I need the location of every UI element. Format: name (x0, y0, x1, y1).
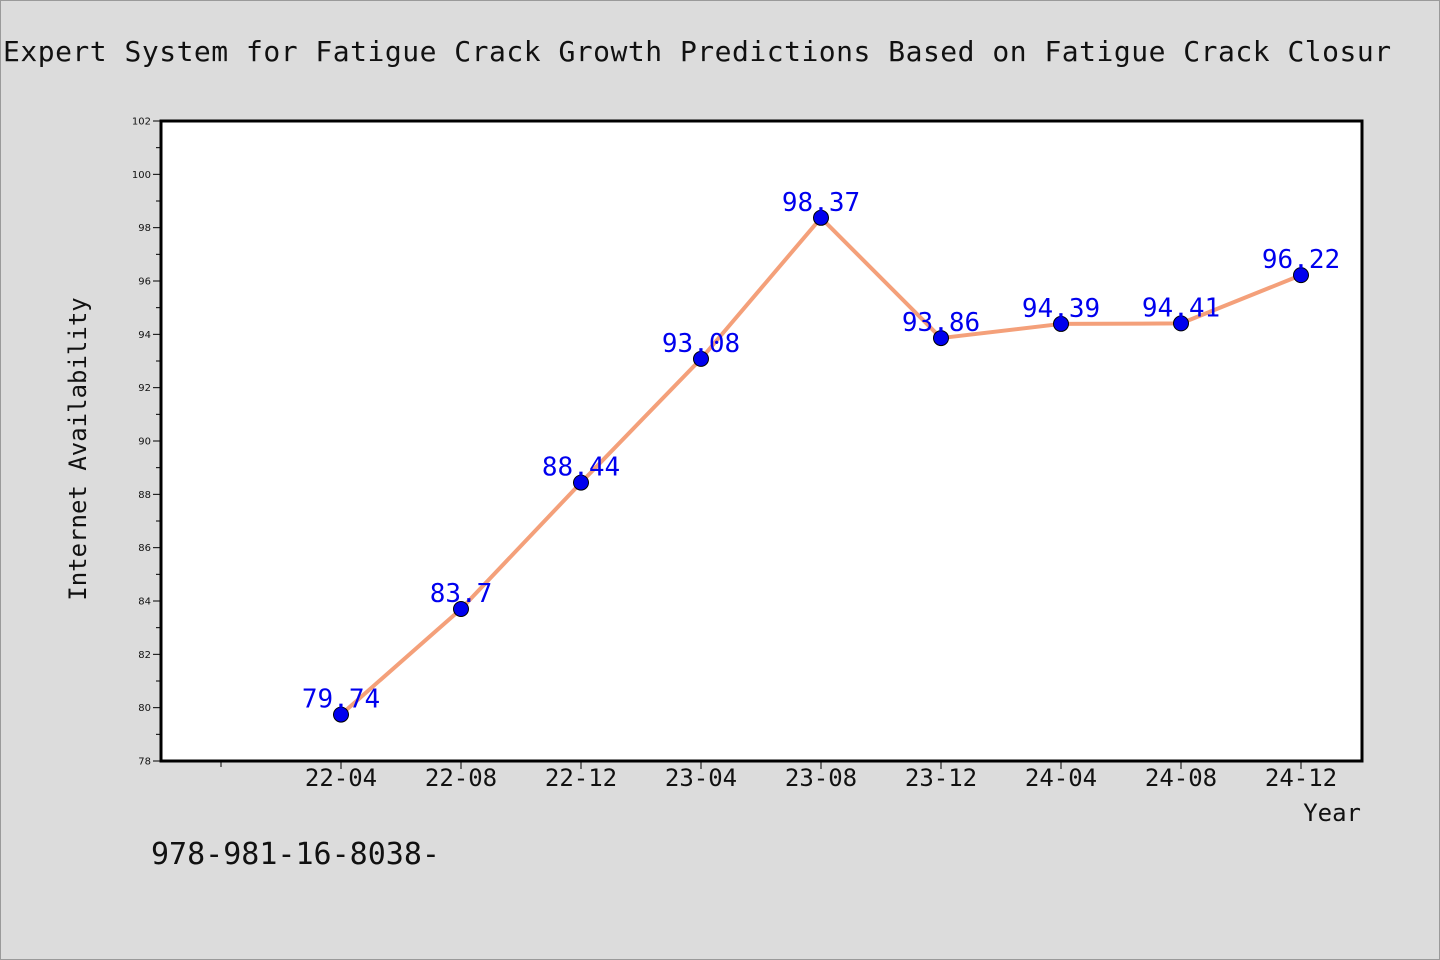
data-label: 94.41 (1142, 293, 1220, 323)
y-tick-label: 100 (132, 170, 151, 181)
data-label: 88.44 (542, 453, 620, 483)
data-point (693, 350, 709, 367)
y-tick-label: 98 (138, 223, 151, 234)
data-point (1293, 267, 1309, 284)
y-tick-label: 88 (138, 490, 151, 501)
data-label: 83.7 (430, 579, 493, 609)
chart-title: Expert System for Fatigue Crack Growth P… (3, 35, 1392, 68)
data-label: 96.22 (1262, 245, 1340, 275)
data-point (1053, 315, 1069, 332)
x-tick-label: 22-08 (425, 764, 497, 792)
plot-area (159, 119, 1364, 763)
data-point (453, 601, 469, 617)
data-point (333, 706, 349, 723)
data-label: 79.74 (302, 685, 380, 715)
data-label: 94.39 (1022, 294, 1100, 324)
y-tick-label: 84 (138, 597, 151, 608)
data-point (573, 474, 589, 491)
data-label: 98.37 (782, 188, 860, 218)
data-label: 93.08 (662, 329, 740, 359)
y-tick-label: 80 (138, 703, 151, 714)
x-axis-label: Year (1303, 799, 1361, 827)
x-tick-label: 23-04 (665, 764, 737, 792)
y-tick-label: 82 (138, 650, 151, 661)
x-tick-label: 22-12 (545, 764, 617, 792)
x-tick-label: 24-04 (1025, 764, 1097, 792)
y-tick-label: 86 (138, 543, 151, 554)
data-point (1173, 315, 1189, 332)
x-tick-label: 23-12 (905, 764, 977, 792)
y-tick-label: 102 (132, 117, 151, 128)
y-tick-label: 90 (138, 437, 151, 448)
x-tick-label: 23-08 (785, 764, 857, 792)
x-tick-label: 24-12 (1265, 764, 1337, 792)
x-tick-label: 24-08 (1145, 764, 1217, 792)
y-tick-label: 78 (138, 757, 151, 768)
y-tick-label: 96 (138, 277, 151, 288)
data-point (933, 330, 949, 347)
data-label: 93.86 (902, 308, 980, 338)
y-tick-label: 92 (138, 383, 151, 394)
footnote-isbn: 978-981-16-8038- (151, 837, 440, 872)
data-point (813, 209, 829, 226)
y-tick-label: 94 (138, 330, 151, 341)
x-tick-label: 22-04 (305, 764, 377, 792)
y-axis-label: Internet Availability (64, 297, 92, 600)
